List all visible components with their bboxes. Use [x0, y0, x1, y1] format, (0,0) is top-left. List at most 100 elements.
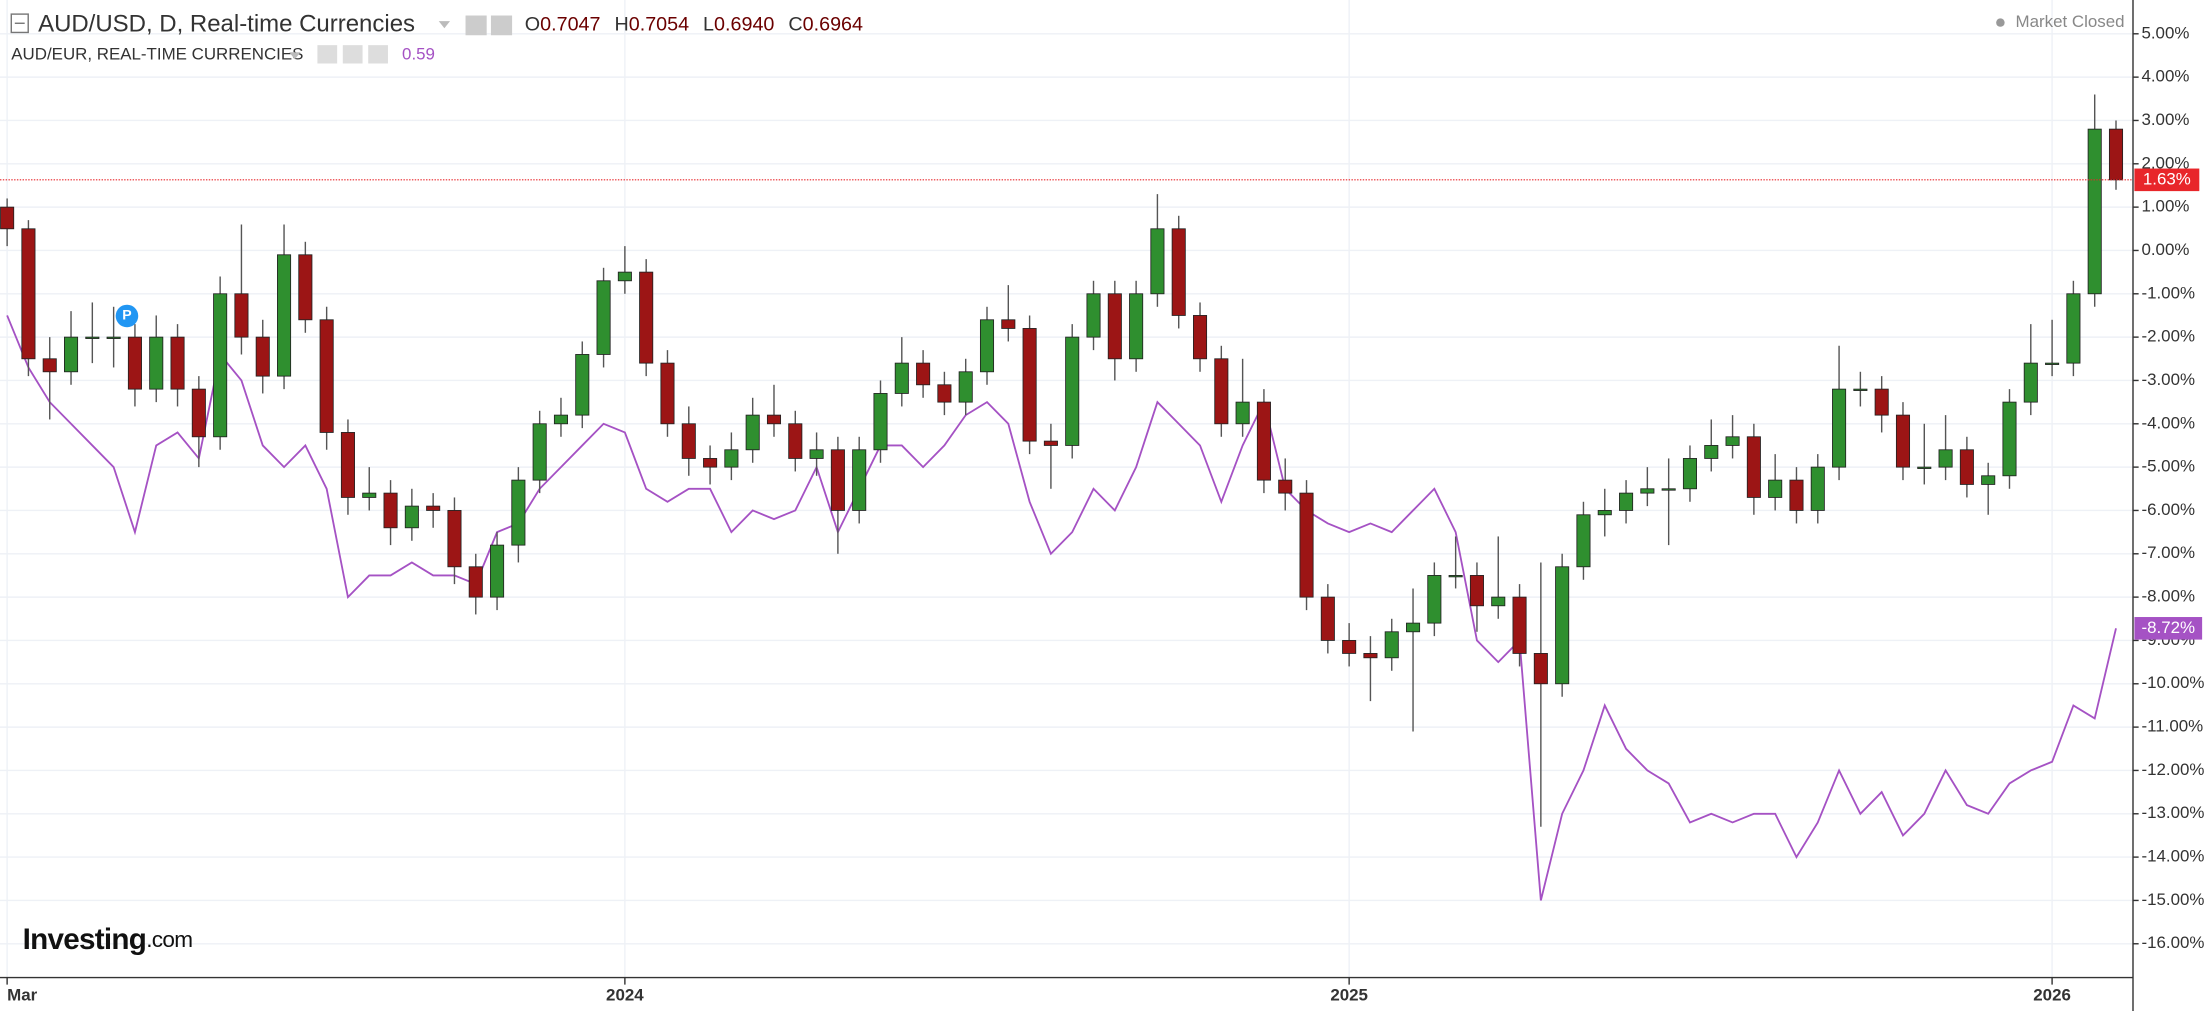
y-tick-label: -4.00% [2141, 413, 2195, 432]
candle-body [1342, 640, 1357, 654]
dropdown-arrow[interactable] [289, 52, 301, 60]
candle-body [1022, 328, 1037, 442]
ohlc-quote: O0.7047 H0.7054 L0.6940 C0.6964 [525, 14, 863, 36]
candle-body [1001, 319, 1016, 329]
dropdown-arrow[interactable] [438, 21, 451, 29]
candle-body [745, 414, 760, 451]
remove-icon[interactable] [368, 45, 388, 64]
candle-body [2108, 128, 2124, 181]
candle-body [639, 271, 654, 364]
candle-body [191, 388, 206, 438]
candle-body [1086, 293, 1101, 338]
x-tick-label: 2025 [1330, 985, 1368, 1004]
candle-body [340, 432, 355, 498]
candle-body [724, 449, 739, 468]
quote-key: H [614, 14, 628, 36]
settings-icon[interactable] [342, 45, 363, 64]
plot [0, 94, 2133, 901]
candle-body [213, 293, 228, 438]
y-tick-label: 2.00% [2141, 153, 2189, 172]
candle-body [1214, 358, 1229, 425]
candle-body [170, 336, 185, 390]
candle-body [1192, 315, 1208, 360]
event-marker[interactable] [115, 304, 139, 328]
candle-body [1171, 228, 1186, 316]
candle-body [596, 280, 611, 355]
candle-body [1043, 440, 1058, 446]
candle-body [788, 423, 803, 459]
y-tick-label: 3.00% [2141, 110, 2189, 129]
visibility-icon[interactable] [465, 15, 487, 36]
y-tick-label: -2.00% [2141, 327, 2195, 346]
candle-body [1874, 388, 1889, 416]
candle-body [1533, 653, 1548, 685]
candle-body [1469, 575, 1484, 607]
candle-body [255, 336, 270, 377]
x-tick-label: 2026 [2033, 985, 2071, 1004]
settings-icon[interactable] [490, 15, 513, 36]
grid [0, 0, 2133, 978]
candle-body [2002, 401, 2017, 477]
candle-body [490, 544, 505, 598]
last-value-label: 1.63% [2143, 169, 2191, 188]
last-value-badge [2134, 168, 2200, 192]
y-tick-label: -6.00% [2141, 500, 2195, 519]
candle-body [873, 393, 888, 451]
visibility-icon[interactable] [317, 45, 338, 64]
last-value-label: -8.72% [2141, 618, 2195, 637]
candle-body [511, 479, 526, 546]
candle-body [809, 449, 824, 459]
candle-body [2066, 293, 2081, 364]
y-tick-label: 0.00% [2141, 240, 2189, 259]
x-tick-label: 2024 [606, 985, 644, 1004]
main-series-name: AUD/USD, D, Real-time Currencies [38, 11, 415, 38]
candle-body [1384, 631, 1399, 659]
candle-body [979, 319, 995, 373]
candle-body [1491, 596, 1506, 607]
y-tick-label: -8.00% [2141, 587, 2195, 606]
candle-body [468, 566, 483, 598]
candle-body [298, 254, 313, 321]
y-tick-label: -3.00% [2141, 370, 2195, 389]
candle-body [1406, 622, 1421, 633]
candle-body [0, 206, 15, 230]
candle-body [1363, 653, 1378, 659]
candle-body [1768, 479, 1783, 498]
collapse-icon[interactable] [10, 13, 29, 34]
candle-body [1107, 293, 1122, 360]
candle-body [1235, 401, 1250, 425]
candle-body [916, 362, 931, 386]
candle-body [42, 358, 57, 373]
candle-body [64, 336, 79, 373]
candle-body [1278, 479, 1293, 494]
candle-body [1555, 566, 1570, 685]
candle-body [532, 423, 547, 481]
candle-body [447, 510, 462, 568]
status-dot [1996, 18, 2005, 27]
candle-body [1619, 492, 1634, 511]
axes: 5.00% 4.00% 3.00% 2.00% 1.00% 0.00% -1.00% -2.0… [6, 23, 2204, 1004]
candle-body [852, 449, 867, 511]
candle-body [383, 492, 398, 529]
candle-body [2023, 362, 2038, 403]
candle-body [234, 293, 249, 338]
market-status: Market Closed [2016, 12, 2125, 31]
candle-body [1299, 492, 1314, 598]
quote-key: O [525, 14, 540, 36]
quote-key: C [788, 14, 802, 36]
candle-body [1704, 445, 1719, 459]
brand-name: Investing [23, 923, 147, 956]
candle-body [1810, 466, 1825, 511]
candle-body [766, 414, 782, 425]
y-tick-label: 1.00% [2141, 197, 2189, 216]
candle-body [85, 336, 100, 339]
indicator-line [6, 315, 2117, 901]
brand-logo: Investing.com [23, 923, 193, 956]
candle-body [1256, 401, 1271, 481]
candle-body [1959, 449, 1974, 485]
indicator-value: 0.59 [402, 44, 435, 63]
candle-body [106, 336, 121, 339]
y-tick-label: -11.00% [2141, 717, 2203, 736]
y-tick-label: -10.00% [2141, 673, 2204, 692]
